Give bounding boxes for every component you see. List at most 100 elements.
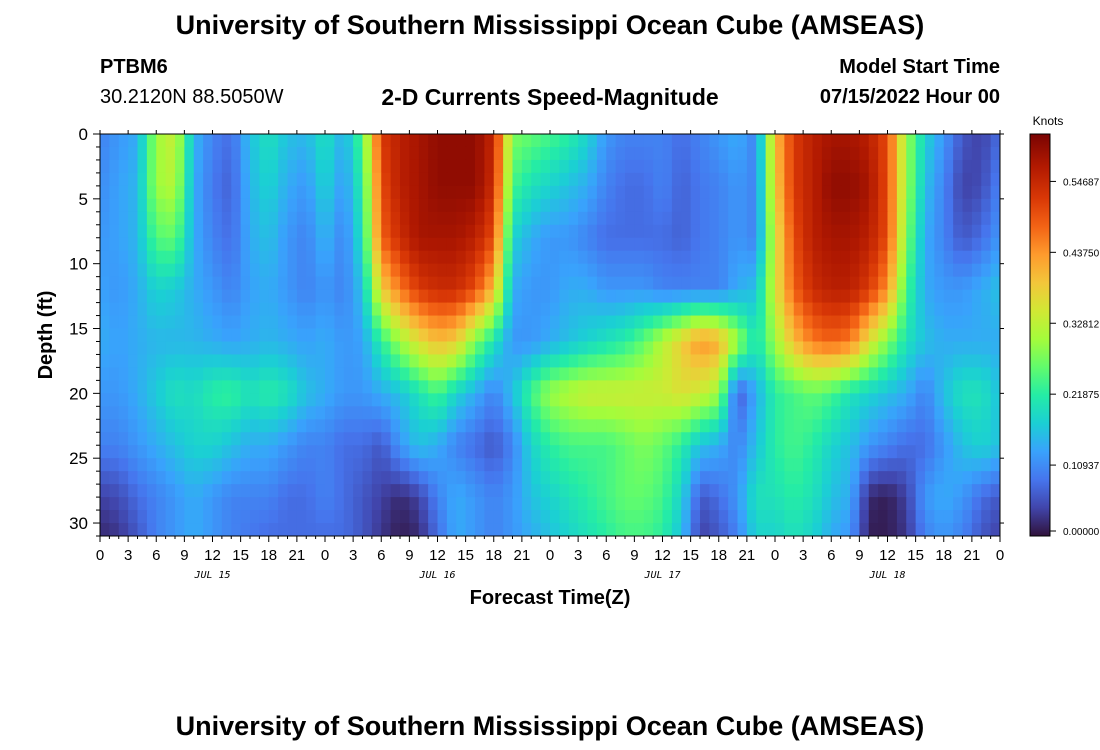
heatmap-cell xyxy=(878,367,889,381)
heatmap-cell xyxy=(409,263,420,278)
heatmap-cell xyxy=(475,211,485,226)
heatmap-cell xyxy=(831,211,842,226)
heatmap-cell xyxy=(718,393,729,407)
heatmap-cell xyxy=(643,406,654,420)
heatmap-cell xyxy=(887,419,898,433)
heatmap-cell xyxy=(521,341,532,356)
heatmap-cell xyxy=(400,328,410,343)
heatmap-cell xyxy=(971,328,982,343)
heatmap-cell xyxy=(315,523,326,536)
heatmap-cell xyxy=(981,497,992,511)
heatmap-cell xyxy=(315,263,326,278)
heatmap-cell xyxy=(662,523,673,536)
heatmap-cell xyxy=(765,276,776,291)
station-id: PTBM6 xyxy=(100,56,168,78)
heatmap-cell xyxy=(578,211,589,226)
heatmap-cell xyxy=(221,484,232,498)
heatmap-cell xyxy=(109,510,120,524)
heatmap-cell xyxy=(653,458,664,472)
heatmap-cell xyxy=(287,328,298,343)
heatmap-cell xyxy=(390,484,401,498)
heatmap-cell xyxy=(287,134,298,148)
heatmap-cell xyxy=(325,497,335,511)
heatmap-cell xyxy=(306,263,317,278)
heatmap-cell xyxy=(793,510,804,524)
heatmap-cell xyxy=(362,250,373,265)
heatmap-cell xyxy=(278,198,289,213)
heatmap-cell xyxy=(353,484,364,498)
heatmap-cell xyxy=(315,159,326,174)
heatmap-cell xyxy=(465,419,476,433)
heatmap-cell xyxy=(400,510,410,524)
heatmap-cell xyxy=(803,380,814,394)
heatmap-cell xyxy=(587,445,598,459)
heatmap-cell xyxy=(934,211,945,226)
heatmap-cell xyxy=(728,237,739,252)
heatmap-cell xyxy=(259,432,270,446)
colorbar-gradient xyxy=(1029,133,1051,537)
heatmap-cell xyxy=(484,484,495,498)
heatmap-cell xyxy=(615,302,626,317)
heatmap-cell xyxy=(371,380,382,394)
heatmap-cell xyxy=(315,393,326,407)
heatmap-cell xyxy=(540,354,551,369)
heatmap-cell xyxy=(325,250,335,265)
heatmap-cell xyxy=(990,406,1000,420)
heatmap-cell xyxy=(128,276,139,291)
heatmap-cell xyxy=(390,458,401,472)
heatmap-cell xyxy=(568,134,579,148)
heatmap-cell xyxy=(756,276,767,291)
heatmap-cell xyxy=(850,497,860,511)
heatmap-cell xyxy=(765,315,776,330)
heatmap-cell xyxy=(446,146,457,161)
heatmap-cell xyxy=(615,419,626,433)
heatmap-cell xyxy=(709,419,720,433)
heatmap-cell xyxy=(906,367,917,381)
heatmap-cell xyxy=(531,276,542,291)
heatmap-cell xyxy=(315,146,326,161)
heatmap-cell xyxy=(446,185,457,200)
heatmap-cell xyxy=(728,198,739,213)
heatmap-cell xyxy=(587,341,598,356)
heatmap-cell xyxy=(606,341,617,356)
heatmap-cell xyxy=(671,445,682,459)
heatmap-cell xyxy=(259,497,270,511)
heatmap-cell xyxy=(606,172,617,187)
heatmap-cell xyxy=(850,393,860,407)
heatmap-cell xyxy=(512,302,523,317)
heatmap-cell xyxy=(156,302,167,317)
heatmap-cell xyxy=(840,328,851,343)
heatmap-cell xyxy=(690,263,701,278)
heatmap-cell xyxy=(615,484,626,498)
heatmap-cell xyxy=(240,471,251,485)
heatmap-cell xyxy=(868,484,879,498)
heatmap-cell xyxy=(100,146,110,161)
heatmap-cell xyxy=(606,224,617,239)
heatmap-cell xyxy=(606,367,617,381)
heatmap-cell xyxy=(128,510,139,524)
heatmap-cell xyxy=(681,146,692,161)
heatmap-cell xyxy=(212,367,223,381)
heatmap-cell xyxy=(512,510,523,524)
heatmap-cell xyxy=(934,237,945,252)
heatmap-cell xyxy=(381,458,392,472)
heatmap-cell xyxy=(287,471,298,485)
heatmap-cell xyxy=(737,445,748,459)
heatmap-cell xyxy=(568,458,579,472)
heatmap-cell xyxy=(456,328,467,343)
heatmap-cell xyxy=(962,276,973,291)
heatmap-cell xyxy=(315,445,326,459)
heatmap-cell xyxy=(971,510,982,524)
heatmap-cell xyxy=(334,302,345,317)
heatmap-cell xyxy=(840,380,851,394)
heatmap-cell xyxy=(165,134,176,148)
heatmap-cell xyxy=(896,302,907,317)
heatmap-cell xyxy=(831,419,842,433)
heatmap-cell xyxy=(428,328,439,343)
heatmap-cell xyxy=(953,134,964,148)
heatmap-cell xyxy=(156,146,167,161)
heatmap-cell xyxy=(709,471,720,485)
heatmap-cell xyxy=(812,302,823,317)
heatmap-cell xyxy=(559,302,570,317)
heatmap-cell xyxy=(643,289,654,304)
